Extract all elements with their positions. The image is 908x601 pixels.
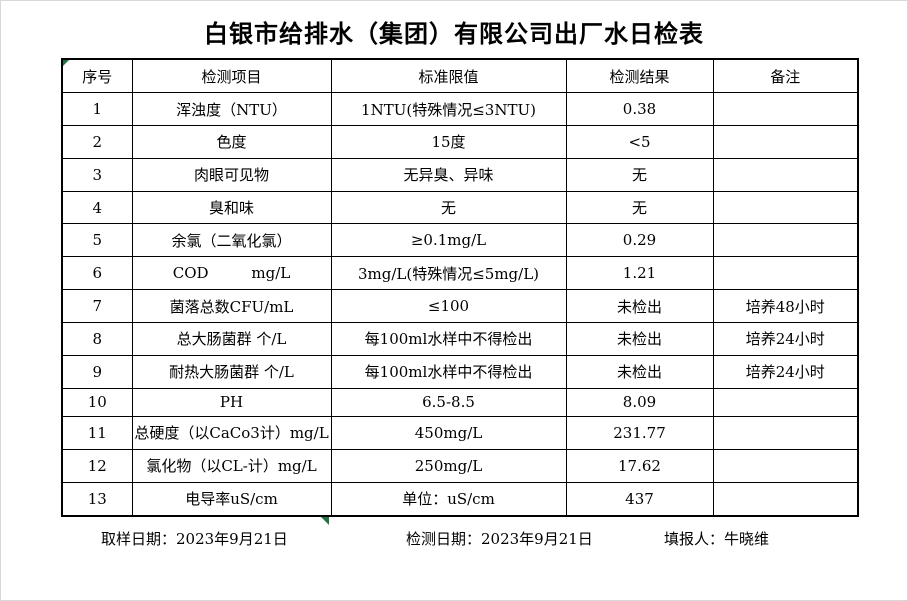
table-header-row: 序号 检测项目 标准限值 检测结果 备注 bbox=[61, 58, 859, 94]
table-row: 3 肉眼可见物 无异臭、异味 无 bbox=[61, 157, 859, 192]
cell-result: 未检出 bbox=[565, 289, 714, 323]
header-cell-limit: 标准限值 bbox=[330, 58, 567, 94]
cell-no: 2 bbox=[61, 124, 133, 159]
table-row: 13 电导率uS/cm 单位：uS/cm 437 bbox=[61, 481, 859, 517]
cell-no: 7 bbox=[61, 289, 133, 323]
cell-limit: ≤100 bbox=[330, 289, 567, 323]
cell-no: 8 bbox=[61, 322, 133, 356]
cell-limit: 无异臭、异味 bbox=[330, 157, 567, 192]
cell-no: 10 bbox=[61, 387, 133, 418]
cell-limit: 450mg/L bbox=[330, 416, 567, 450]
cell-result: <5 bbox=[565, 124, 714, 159]
header-cell-note: 备注 bbox=[712, 58, 859, 94]
green-triangle-icon bbox=[321, 517, 329, 525]
cell-item: 总硬度（以CaCo3计）mg/L bbox=[131, 416, 332, 450]
cell-note: 培养24小时 bbox=[712, 322, 859, 356]
cell-no: 12 bbox=[61, 448, 133, 483]
table-row: 12 氯化物（以CL-计）mg/L 250mg/L 17.62 bbox=[61, 448, 859, 483]
cell-no: 5 bbox=[61, 223, 133, 258]
cell-result: 1.21 bbox=[565, 256, 714, 291]
cell-limit: 15度 bbox=[330, 124, 567, 159]
table-row: 9 耐热大肠菌群 个/L 每100ml水样中不得检出 未检出 培养24小时 bbox=[61, 354, 859, 389]
cell-note bbox=[712, 481, 859, 517]
cell-result: 437 bbox=[565, 481, 714, 517]
cell-item: 臭和味 bbox=[131, 190, 332, 225]
cell-limit: 6.5-8.5 bbox=[330, 387, 567, 418]
cell-limit: 250mg/L bbox=[330, 448, 567, 483]
cell-limit: 无 bbox=[330, 190, 567, 225]
cell-no: 13 bbox=[61, 481, 133, 517]
cell-limit: 每100ml水样中不得检出 bbox=[330, 322, 567, 356]
cell-item: 菌落总数CFU/mL bbox=[131, 289, 332, 323]
cell-item: 耐热大肠菌群 个/L bbox=[131, 354, 332, 389]
cell-note bbox=[712, 190, 859, 225]
cell-result: 未检出 bbox=[565, 354, 714, 389]
cell-result: 0.29 bbox=[565, 223, 714, 258]
table-row: 4 臭和味 无 无 bbox=[61, 190, 859, 225]
cell-no: 4 bbox=[61, 190, 133, 225]
table-row: 1 浑浊度（NTU） 1NTU(特殊情况≤3NTU) 0.38 bbox=[61, 92, 859, 126]
cell-note bbox=[712, 387, 859, 418]
table-row: 2 色度 15度 <5 bbox=[61, 124, 859, 159]
cell-item: 肉眼可见物 bbox=[131, 157, 332, 192]
cell-limit: 3mg/L(特殊情况≤5mg/L) bbox=[330, 256, 567, 291]
cell-note: 培养24小时 bbox=[712, 354, 859, 389]
cell-result: 0.38 bbox=[565, 92, 714, 126]
cell-result: 未检出 bbox=[565, 322, 714, 356]
cell-limit: ≥0.1mg/L bbox=[330, 223, 567, 258]
cell-note bbox=[712, 157, 859, 192]
cell-result: 无 bbox=[565, 157, 714, 192]
cell-item: 色度 bbox=[131, 124, 332, 159]
cell-no: 6 bbox=[61, 256, 133, 291]
cell-no: 3 bbox=[61, 157, 133, 192]
cell-item: 电导率uS/cm bbox=[131, 481, 332, 517]
cell-no: 11 bbox=[61, 416, 133, 450]
cell-item: 浑浊度（NTU） bbox=[131, 92, 332, 126]
cell-no: 1 bbox=[61, 92, 133, 126]
table-row: 5 余氯（二氧化氯） ≥0.1mg/L 0.29 bbox=[61, 223, 859, 258]
header-cell-no: 序号 bbox=[61, 58, 133, 94]
cell-result: 231.77 bbox=[565, 416, 714, 450]
cell-item: COD mg/L bbox=[131, 256, 332, 291]
cell-note bbox=[712, 256, 859, 291]
footer-reporter: 填报人：牛晓维 bbox=[664, 530, 770, 548]
footer-test-date: 检测日期：2023年9月21日 bbox=[406, 530, 593, 548]
cell-note bbox=[712, 416, 859, 450]
page-title: 白银市给排水（集团）有限公司出厂水日检表 bbox=[204, 19, 704, 48]
footer-sample-date: 取样日期：2023年9月21日 bbox=[101, 530, 288, 548]
header-cell-item: 检测项目 bbox=[131, 58, 332, 94]
cell-item: PH bbox=[131, 387, 332, 418]
table-row: 7 菌落总数CFU/mL ≤100 未检出 培养48小时 bbox=[61, 289, 859, 323]
water-quality-table: 序号 检测项目 标准限值 检测结果 备注 1 浑浊度（NTU） 1NTU(特殊情… bbox=[61, 58, 859, 517]
cell-note bbox=[712, 92, 859, 126]
cell-note bbox=[712, 448, 859, 483]
cell-item: 总大肠菌群 个/L bbox=[131, 322, 332, 356]
table-row: 11 总硬度（以CaCo3计）mg/L 450mg/L 231.77 bbox=[61, 416, 859, 450]
table-row: 8 总大肠菌群 个/L 每100ml水样中不得检出 未检出 培养24小时 bbox=[61, 322, 859, 356]
cell-result: 17.62 bbox=[565, 448, 714, 483]
cell-limit: 每100ml水样中不得检出 bbox=[330, 354, 567, 389]
table-row: 6 COD mg/L 3mg/L(特殊情况≤5mg/L) 1.21 bbox=[61, 256, 859, 291]
cell-no: 9 bbox=[61, 354, 133, 389]
cell-item: 余氯（二氧化氯） bbox=[131, 223, 332, 258]
cell-result: 8.09 bbox=[565, 387, 714, 418]
header-cell-result: 检测结果 bbox=[565, 58, 714, 94]
cell-note bbox=[712, 124, 859, 159]
cell-limit: 单位：uS/cm bbox=[330, 481, 567, 517]
cell-note bbox=[712, 223, 859, 258]
cell-result: 无 bbox=[565, 190, 714, 225]
cell-item: 氯化物（以CL-计）mg/L bbox=[131, 448, 332, 483]
cell-note: 培养48小时 bbox=[712, 289, 859, 323]
table-row: 10 PH 6.5-8.5 8.09 bbox=[61, 387, 859, 418]
cell-limit: 1NTU(特殊情况≤3NTU) bbox=[330, 92, 567, 126]
